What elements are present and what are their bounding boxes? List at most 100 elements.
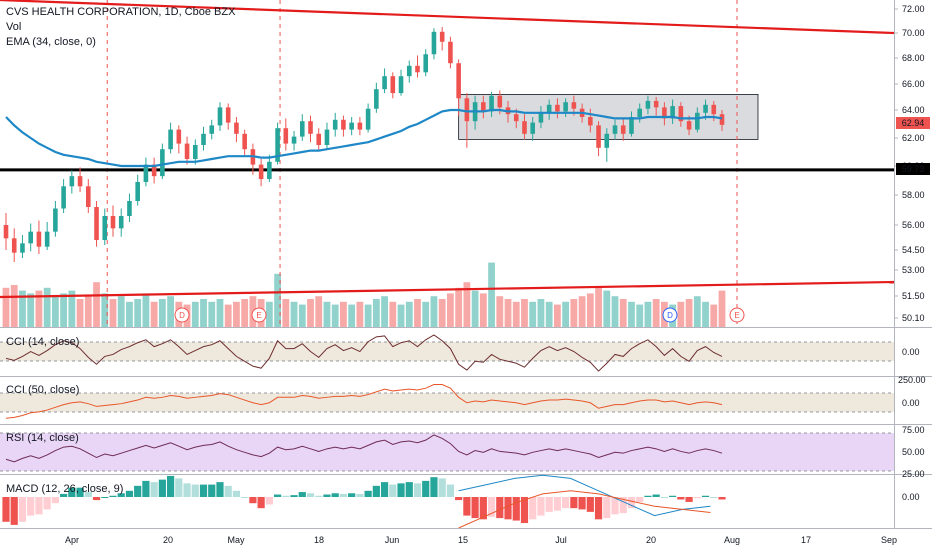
volume-bar — [307, 299, 314, 327]
macd-bar — [199, 484, 208, 497]
macd-bar — [380, 482, 389, 497]
candle-body — [382, 76, 387, 90]
macd-bar — [224, 485, 232, 497]
volume-trendline[interactable] — [0, 280, 894, 299]
candle-body — [316, 133, 322, 145]
event-marker-circle[interactable] — [662, 307, 678, 323]
volume-bar — [117, 296, 125, 327]
price-tick-label: 64.00 — [902, 105, 925, 115]
volume-bar — [652, 299, 660, 327]
macd-bar — [51, 497, 59, 504]
price-axis[interactable]: 72.0070.0068.0066.0064.0062.0060.0058.00… — [894, 4, 925, 323]
macd-bar — [249, 497, 257, 504]
price-tick-label: 56.00 — [902, 220, 925, 230]
candle-body — [703, 104, 708, 113]
volume-bar — [27, 293, 35, 327]
event-marker-label: E — [734, 311, 739, 320]
time-label: 20 — [646, 535, 656, 545]
candle-body — [168, 129, 173, 150]
volume-bar — [693, 296, 701, 327]
volume-bar — [290, 301, 298, 327]
macd-bar — [446, 484, 455, 497]
event-marker-circle[interactable] — [174, 307, 190, 323]
macd-bar — [109, 495, 117, 497]
resistance-trendline[interactable] — [0, 0, 894, 35]
macd-bar — [183, 483, 191, 497]
volume-bar — [364, 304, 372, 327]
macd-bar — [142, 480, 150, 497]
volume-bar — [488, 262, 495, 327]
volume-bar — [51, 296, 59, 327]
macd-bar — [537, 497, 545, 516]
price-tick-label: 50.10 — [902, 313, 925, 323]
macd-bar — [463, 497, 471, 516]
macd-signal-line — [458, 490, 711, 528]
macd-bar — [693, 497, 701, 499]
macd-bar — [348, 493, 356, 497]
candle-body — [217, 107, 223, 126]
candle-body — [571, 102, 577, 109]
cci14-line — [5, 334, 723, 372]
candle-body — [513, 114, 519, 122]
price-tick-label: 72.00 — [902, 4, 925, 14]
candle-body — [184, 143, 190, 159]
macd-bar — [545, 497, 553, 512]
macd-bar — [413, 483, 422, 497]
trendlines[interactable] — [0, 0, 894, 299]
macd-bar — [191, 484, 199, 497]
event-marker-label: D — [179, 311, 185, 320]
candle-body — [308, 121, 313, 134]
candle-body — [118, 216, 124, 229]
volume-bar — [60, 293, 68, 327]
event-marker-circle[interactable] — [251, 307, 267, 323]
candle-body — [160, 149, 165, 177]
volume-bar — [68, 290, 76, 327]
volume-bar — [389, 301, 397, 327]
candle-body — [28, 231, 33, 244]
volume-bar — [134, 299, 142, 327]
candle-body — [374, 89, 379, 109]
volume-bar — [35, 290, 43, 327]
cci14-band — [0, 342, 894, 361]
candle-body — [53, 208, 58, 232]
volume-bar — [529, 301, 537, 327]
time-label: 17 — [801, 535, 811, 545]
macd-bar — [397, 483, 405, 497]
candle-body — [448, 41, 453, 64]
candle-body — [596, 125, 601, 148]
volume-bar — [414, 299, 421, 327]
macd-bar — [35, 497, 43, 515]
rsi-line — [5, 434, 723, 463]
volume-bar — [710, 304, 718, 327]
volume-bar — [405, 301, 413, 327]
cci50-polyline — [5, 384, 723, 419]
candle-body — [36, 231, 42, 247]
macd-bar — [644, 495, 652, 497]
macd-bar — [529, 497, 537, 520]
macd-bar — [594, 497, 603, 520]
volume-bar — [150, 301, 158, 327]
macd-bar — [520, 497, 529, 524]
volume-bar — [562, 301, 570, 327]
time-axis[interactable]: Apr 20 May 18 Jun 15 Jul 20 Aug 17 Sep — [65, 535, 897, 545]
macd-bar — [430, 477, 438, 497]
candle-body — [522, 121, 527, 134]
macd-bar — [282, 495, 290, 497]
macd-bar — [562, 497, 570, 509]
event-marker-circle[interactable] — [729, 307, 745, 323]
candle-body — [645, 100, 651, 109]
macd-bar — [265, 497, 273, 505]
macd-bar — [43, 497, 51, 510]
volume-bar — [619, 299, 627, 327]
ema-polyline — [5, 108, 723, 168]
candle-body — [283, 128, 289, 144]
macd-bar — [273, 494, 282, 497]
volume-bar — [611, 296, 619, 327]
candle-body — [637, 108, 643, 117]
ema-legend: EMA (34, close, 0) — [6, 36, 96, 48]
candle-body — [530, 122, 536, 134]
volume-bar — [158, 299, 166, 327]
macd-bar — [487, 497, 496, 517]
